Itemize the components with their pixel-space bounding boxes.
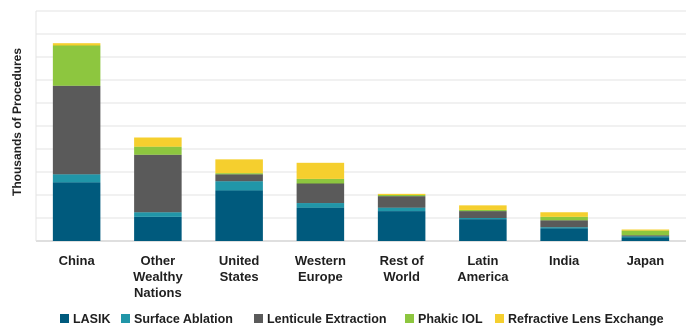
y-axis-title: Thousands of Procedures [10,48,24,196]
bar-segment-phakic-iol [377,195,426,197]
x-tick-label: United States [219,253,260,284]
x-tick-label: Other Wealthy Nations [133,253,183,300]
legend-swatch [495,314,504,323]
bar-segment-lasik [134,216,182,241]
bar-segment-lenticule-extraction [621,235,670,237]
bar-segment-lenticule-extraction [215,174,263,182]
bar-segment-phakic-iol [134,146,182,155]
x-tick-label: Rest of World [380,253,425,284]
bar-segment-phakic-iol [621,230,670,236]
x-tick-label: Western Europe [295,253,346,284]
bar-segment-surface-ablation [52,174,101,183]
legend-label: Refractive Lens Exchange [508,312,664,326]
bar-segment-phakic-iol [540,216,588,221]
legend-label: Lenticule Extraction [267,312,386,326]
bar-segment-refractive-lens-exchange [377,193,426,195]
x-tick-label: Japan [627,253,665,268]
legend-swatch [254,314,263,323]
bar-segment-lasik [377,211,426,241]
x-tick-label: Latin America [457,253,509,284]
legend-item-lasik: LASIK [60,312,111,326]
bar-segment-lenticule-extraction [296,183,345,204]
bar-segment-refractive-lens-exchange [459,205,507,210]
bar-segment-refractive-lens-exchange [52,43,101,46]
bar-segment-refractive-lens-exchange [296,162,345,179]
legend-item-lenticule-extraction: Lenticule Extraction [254,312,386,326]
bar-segment-surface-ablation [296,203,345,208]
legend-swatch [60,314,69,323]
bar-segment-lasik [621,237,670,241]
legend-item-refractive-lens-exchange: Refractive Lens Exchange [495,312,664,326]
bar-segment-refractive-lens-exchange [540,212,588,217]
legend-label: Phakic IOL [418,312,483,326]
bar-segment-lasik [296,207,345,241]
bar-segment-refractive-lens-exchange [134,137,182,147]
bar-segment-surface-ablation [377,207,426,212]
x-tick-label: India [549,253,580,268]
legend-label: Surface Ablation [134,312,233,326]
bar-segment-lasik [540,228,588,241]
legend-swatch [121,314,130,323]
gridlines [35,10,686,242]
bar-segment-phakic-iol [52,45,101,86]
bar-segment-lenticule-extraction [377,196,426,208]
bar-segment-surface-ablation [621,236,670,238]
bar-segment-refractive-lens-exchange [621,229,670,231]
bar-segment-surface-ablation [215,181,263,191]
legend-item-phakic-iol: Phakic IOL [405,312,483,326]
x-tick-label: China [59,253,96,268]
legend-item-surface-ablation: Surface Ablation [121,312,233,326]
bar-segment-surface-ablation [540,227,588,229]
bar-segment-lasik [459,219,507,241]
bar-segment-lenticule-extraction [134,154,182,213]
bar-segment-lenticule-extraction [540,220,588,228]
x-tick-labels: China Other Wealthy Nations United States West… [59,253,665,300]
bars [52,43,670,241]
bar-segment-surface-ablation [459,218,507,220]
bar-segment-surface-ablation [134,212,182,217]
bar-segment-refractive-lens-exchange [215,159,263,174]
legend-swatch [405,314,414,323]
bar-segment-lasik [52,182,101,241]
bar-segment-lasik [215,190,263,241]
bar-segment-phakic-iol [296,178,345,184]
bar-segment-phakic-iol [459,209,507,212]
bar-segment-lenticule-extraction [459,211,507,218]
bar-segment-phakic-iol [215,173,263,175]
legend-label: LASIK [73,312,111,326]
legend: LASIK Surface Ablation Lenticule Extractio… [60,312,664,326]
bar-segment-lenticule-extraction [52,85,101,175]
